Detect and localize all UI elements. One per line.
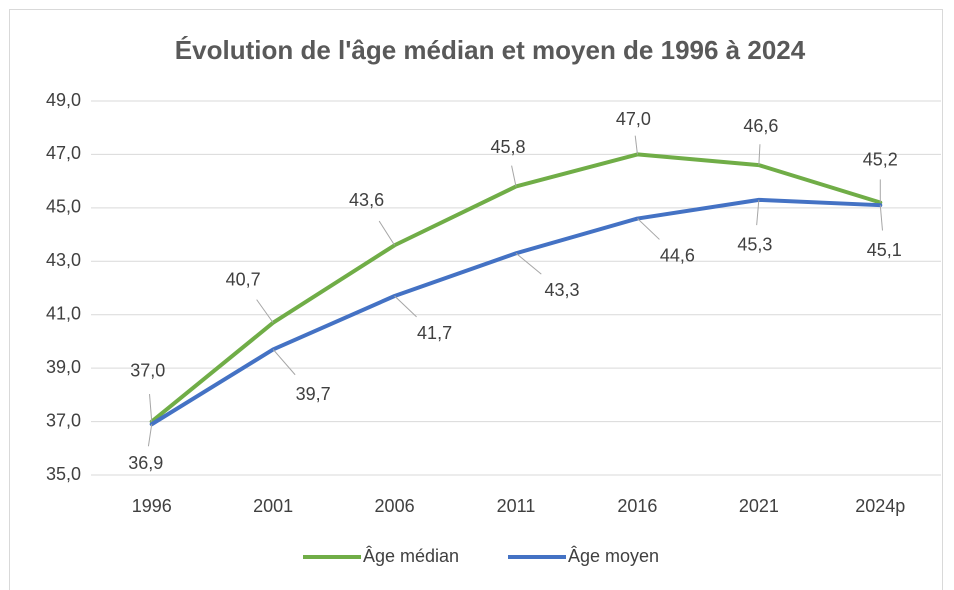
leader-line	[634, 135, 638, 155]
chart-title: Évolution de l'âge médian et moyen de 19…	[175, 35, 806, 65]
data-label: 39,7	[296, 384, 331, 404]
data-label: 41,7	[417, 323, 452, 343]
data-label: 45,2	[863, 149, 898, 169]
leader-line	[515, 252, 542, 275]
data-label: 43,3	[544, 280, 579, 300]
leader-line	[394, 295, 417, 318]
legend-label: Âge médian	[363, 546, 459, 566]
y-tick-label: 41,0	[46, 303, 81, 323]
leader-line	[149, 394, 153, 422]
legend-label: Âge moyen	[568, 546, 659, 566]
leader-line	[756, 199, 760, 226]
data-label: 37,0	[130, 360, 165, 380]
leader-line	[147, 424, 153, 447]
leader-line	[758, 144, 761, 166]
series-line	[149, 197, 883, 427]
y-tick-label: 39,0	[46, 357, 81, 377]
data-label: 44,6	[660, 245, 695, 265]
x-tick-label: 2001	[253, 496, 293, 516]
leader-line	[511, 165, 517, 187]
y-tick-label: 43,0	[46, 250, 81, 270]
x-tick-label: 2024p	[855, 496, 905, 516]
data-label: 47,0	[616, 109, 651, 129]
chart-frame	[9, 9, 943, 590]
y-tick-label: 47,0	[46, 143, 81, 163]
data-label: 45,1	[867, 240, 902, 260]
data-label: 45,8	[490, 137, 525, 157]
data-label: 36,9	[128, 453, 163, 473]
x-tick-label: 2011	[497, 496, 536, 516]
y-tick-label: 49,0	[46, 90, 81, 110]
data-label: 45,3	[737, 235, 772, 255]
leader-line	[272, 349, 296, 376]
data-label: 43,6	[349, 190, 384, 210]
x-tick-label: 2006	[375, 496, 415, 516]
data-label: 40,7	[226, 269, 261, 289]
y-tick-label: 35,0	[46, 464, 81, 484]
series-line	[149, 152, 883, 424]
y-tick-label: 37,0	[46, 410, 81, 430]
leader-line	[637, 218, 660, 240]
x-tick-label: 2021	[739, 496, 779, 516]
x-tick-label: 2016	[617, 496, 657, 516]
x-tick-label: 1996	[132, 496, 172, 516]
leader-line	[378, 220, 395, 246]
leader-line	[256, 299, 274, 324]
y-tick-label: 45,0	[46, 197, 81, 217]
leader-line	[879, 205, 883, 231]
data-label: 46,6	[743, 116, 778, 136]
